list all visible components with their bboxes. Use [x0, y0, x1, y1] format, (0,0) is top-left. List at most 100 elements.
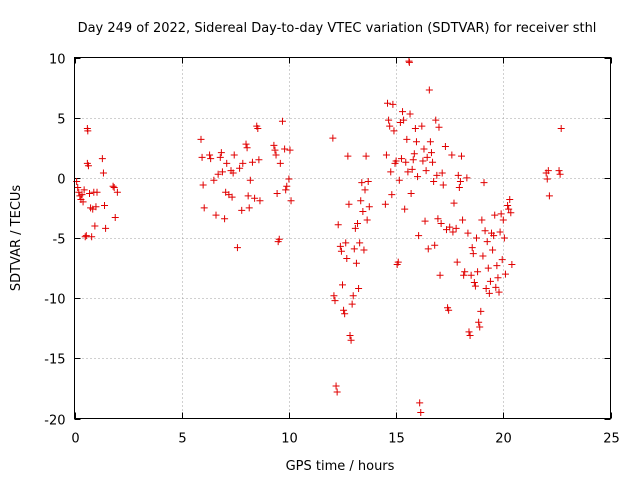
data-point-0-125 [394, 258, 402, 266]
data-point-0-165 [436, 271, 444, 279]
data-point-0-44 [223, 159, 231, 167]
data-point-0-66 [271, 146, 279, 154]
data-point-0-49 [230, 151, 238, 159]
data-point-0-178 [453, 258, 461, 266]
data-point-0-105 [358, 179, 366, 187]
data-point-0-33 [200, 204, 208, 212]
data-point-0-5 [78, 191, 86, 199]
data-point-0-98 [350, 245, 358, 253]
data-point-0-129 [399, 108, 407, 116]
data-point-0-78 [287, 197, 295, 205]
data-point-0-29 [113, 188, 121, 196]
data-point-0-183 [459, 216, 467, 224]
data-point-0-186 [463, 174, 471, 182]
data-point-0-59 [248, 158, 256, 166]
data-point-0-8 [81, 233, 89, 241]
data-point-0-212 [491, 211, 499, 219]
data-point-0-83 [333, 388, 341, 396]
data-point-0-211 [490, 232, 498, 240]
data-point-0-73 [281, 145, 289, 153]
data-point-0-147 [417, 408, 425, 416]
data-point-0-27 [110, 183, 118, 191]
data-point-0-157 [427, 149, 435, 157]
x-tick-label-0: 0 [71, 432, 79, 447]
data-point-0-221 [500, 234, 508, 242]
data-point-0-16 [88, 233, 96, 241]
data-point-0-222 [501, 270, 509, 278]
data-point-0-160 [431, 241, 439, 249]
data-point-0-115 [384, 99, 392, 107]
grid-layer [74, 57, 611, 419]
data-point-0-173 [446, 223, 454, 231]
data-point-0-86 [337, 247, 345, 255]
data-point-0-57 [245, 204, 253, 212]
chart-title: Day 249 of 2022, Sidereal Day-to-day VTE… [78, 21, 597, 36]
data-point-0-199 [477, 307, 485, 315]
data-point-0-133 [403, 135, 411, 143]
data-point-0-103 [356, 239, 364, 247]
data-point-0-167 [438, 169, 446, 177]
data-point-0-84 [334, 221, 342, 229]
data-point-0-109 [362, 152, 370, 160]
data-point-0-106 [359, 208, 367, 216]
data-point-0-101 [354, 220, 362, 228]
data-point-0-134 [404, 168, 412, 176]
data-point-0-193 [470, 279, 478, 287]
data-point-0-188 [465, 328, 473, 336]
data-point-0-195 [473, 234, 480, 242]
data-point-0-206 [484, 264, 492, 272]
data-point-0-67 [272, 151, 280, 159]
data-point-0-136 [405, 58, 413, 66]
data-point-0-123 [392, 157, 400, 165]
data-point-0-180 [455, 183, 463, 191]
data-point-0-21 [93, 188, 101, 196]
data-point-0-88 [340, 306, 348, 314]
data-point-0-120 [389, 100, 397, 108]
data-point-0-90 [342, 239, 350, 247]
y-axis-label: SDTVAR / TECUs [9, 185, 24, 292]
data-point-0-164 [435, 123, 443, 131]
data-point-0-99 [351, 224, 359, 232]
data-point-0-144 [414, 173, 422, 181]
y-tick-label-5: -15 [44, 353, 65, 368]
data-point-0-196 [474, 268, 482, 276]
data-point-0-201 [479, 252, 487, 260]
data-point-0-19 [91, 222, 99, 230]
data-point-0-54 [242, 140, 250, 148]
data-point-0-114 [382, 151, 390, 159]
data-point-0-11 [84, 127, 92, 135]
data-point-0-95 [347, 336, 355, 344]
data-point-0-162 [433, 171, 441, 179]
data-point-0-102 [355, 285, 363, 293]
data-point-0-227 [508, 260, 516, 268]
data-point-0-107 [360, 246, 368, 254]
data-point-0-158 [429, 158, 437, 166]
data-point-0-169 [441, 143, 449, 151]
data-point-0-37 [212, 211, 220, 219]
data-point-0-76 [285, 175, 293, 183]
data-point-0-174 [448, 151, 456, 159]
x-axis-label: GPS time / hours [286, 459, 395, 474]
x-tick-label-3: 15 [388, 432, 405, 447]
data-point-0-28 [111, 214, 119, 222]
data-point-0-187 [464, 229, 472, 237]
data-point-0-87 [339, 281, 346, 289]
data-point-0-32 [199, 181, 207, 189]
data-point-0-152 [422, 167, 430, 175]
x-tick-label-1: 5 [178, 432, 186, 447]
data-point-0-89 [341, 310, 349, 318]
data-point-0-24 [101, 202, 109, 210]
data-point-0-198 [476, 323, 484, 331]
data-point-0-20 [92, 203, 100, 211]
data-point-0-202 [480, 179, 488, 187]
data-point-0-148 [418, 122, 426, 130]
data-point-0-116 [385, 116, 393, 124]
data-point-0-146 [416, 399, 424, 407]
data-point-0-23 [99, 169, 107, 177]
data-point-0-6 [79, 198, 87, 206]
data-point-0-145 [415, 232, 423, 240]
data-point-0-14 [86, 189, 94, 197]
data-point-0-94 [346, 331, 354, 339]
data-point-0-52 [238, 206, 246, 214]
